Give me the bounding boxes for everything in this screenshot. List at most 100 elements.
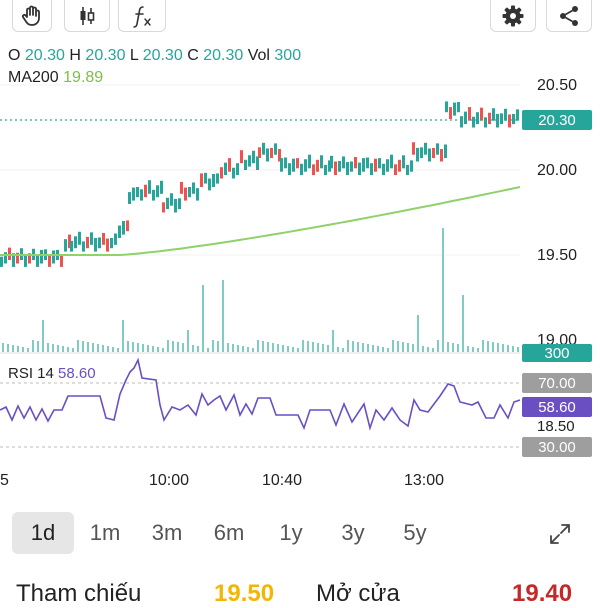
current-price-tag: 20.30 — [522, 110, 592, 130]
rsi-line — [0, 357, 521, 431]
candle — [90, 232, 93, 245]
ma-legend: MA200 19.89 — [8, 69, 104, 86]
candle — [70, 240, 73, 252]
fullscreen-button[interactable] — [548, 522, 572, 551]
volume-bar — [157, 347, 159, 352]
candle — [316, 159, 319, 172]
candle — [36, 254, 39, 267]
volume-value: 300 — [274, 47, 302, 64]
volume-bar — [412, 344, 414, 352]
candle — [224, 162, 227, 176]
indicators-button[interactable] — [118, 0, 166, 32]
volume-bar — [377, 346, 379, 352]
volume-bar — [487, 341, 489, 352]
candle — [436, 143, 439, 155]
candle — [216, 173, 219, 184]
candle — [370, 163, 373, 176]
candle — [480, 107, 483, 121]
price-chart[interactable] — [0, 0, 600, 470]
tab-3y[interactable]: 3y — [341, 520, 365, 545]
candle — [432, 147, 435, 159]
candle — [220, 167, 223, 179]
candle — [406, 164, 409, 176]
candle — [440, 149, 443, 162]
candle — [444, 144, 447, 159]
candle — [8, 247, 11, 261]
tab-1y[interactable]: 1y — [279, 520, 303, 545]
price-axis-label: 20.00 — [537, 162, 578, 179]
volume-bar — [357, 342, 359, 352]
candle — [320, 155, 323, 169]
candle — [410, 160, 413, 172]
volume-bar — [102, 345, 104, 352]
volume-bar — [392, 340, 394, 352]
candle — [102, 232, 105, 245]
volume-bar — [112, 347, 114, 352]
chart-type-button[interactable] — [64, 0, 110, 32]
candle — [114, 233, 117, 245]
tab-1m[interactable]: 1m — [89, 520, 121, 545]
volume-bar — [192, 345, 194, 352]
rsi-axis-label: 18.50 — [537, 418, 575, 435]
volume-bar — [62, 346, 64, 352]
volume-bar — [132, 342, 134, 352]
candle — [338, 160, 341, 172]
candle — [0, 256, 3, 267]
volume-bar — [477, 348, 479, 352]
candle — [449, 107, 452, 119]
tab-1d[interactable]: 1d — [12, 512, 74, 554]
candle — [288, 163, 291, 176]
volume-bar — [172, 341, 174, 352]
candle — [390, 154, 393, 169]
high-value: 20.30 — [85, 47, 126, 64]
candle — [136, 187, 139, 198]
candle — [378, 158, 381, 169]
volume-bar — [252, 348, 254, 352]
tab-5y[interactable]: 5y — [403, 520, 427, 545]
volume-bar — [117, 348, 119, 352]
candle — [228, 158, 231, 172]
volume-bar — [7, 344, 9, 352]
volume-bar — [222, 280, 224, 352]
volume-bar — [147, 345, 149, 352]
candle — [508, 114, 511, 128]
volume-bar — [32, 340, 34, 352]
candle — [28, 253, 31, 264]
volume-bar — [457, 344, 459, 352]
volume-bar — [122, 320, 124, 352]
volume-bar — [37, 341, 39, 352]
ma200-line — [0, 186, 521, 256]
volume-bar — [402, 342, 404, 352]
volume-bar — [332, 330, 334, 352]
volume-bar — [182, 343, 184, 352]
volume-bar — [367, 344, 369, 352]
tab-3m[interactable]: 3m — [151, 520, 183, 545]
open-value: 20.30 — [24, 47, 65, 64]
candle — [428, 148, 431, 162]
candle — [496, 113, 499, 128]
candle — [196, 188, 199, 201]
candle — [232, 167, 235, 179]
low-value: 20.30 — [142, 47, 183, 64]
candle — [394, 164, 397, 176]
candle — [60, 255, 63, 267]
settings-button[interactable] — [490, 0, 536, 32]
candle — [300, 163, 303, 176]
rsi-legend: RSI 14 58.60 — [8, 365, 96, 382]
hand-tool-button[interactable] — [12, 0, 52, 32]
candle — [212, 173, 215, 187]
share-button[interactable] — [546, 0, 592, 32]
volume-bar — [452, 343, 454, 352]
volume-bar — [382, 347, 384, 352]
volume-bar — [197, 346, 199, 352]
volume-bar — [52, 344, 54, 352]
volume-bar — [177, 342, 179, 352]
volume-bar — [77, 340, 79, 352]
tab-6m[interactable]: 6m — [213, 520, 245, 545]
candle — [476, 112, 479, 125]
volume-bar — [327, 345, 329, 352]
candle — [402, 155, 405, 169]
candle — [457, 102, 460, 113]
candle — [492, 108, 495, 121]
candle — [358, 162, 361, 176]
